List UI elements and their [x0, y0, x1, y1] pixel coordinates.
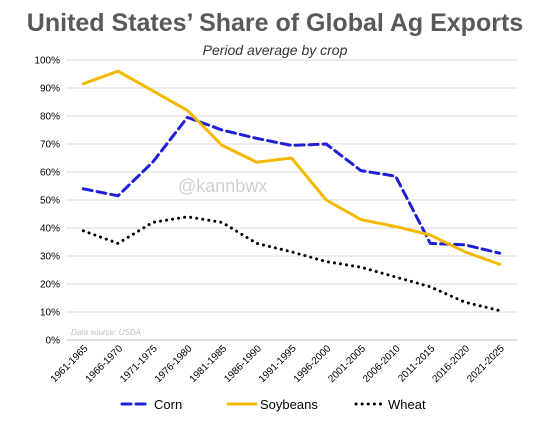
gridlines — [66, 59, 517, 341]
legend-label-wheat: Wheat — [388, 397, 426, 412]
chart-title: United States’ Share of Global Ag Export… — [26, 9, 524, 37]
legend-label-soybeans: Soybeans — [260, 397, 318, 412]
y-tick-label: 90% — [40, 84, 60, 95]
y-tick-label: 30% — [40, 252, 60, 263]
y-tick-label: 0% — [46, 336, 61, 347]
y-axis-ticks: 0% 10% 20% 30% 40% 50% 60% 70% 80% 90% 100% — [34, 56, 60, 347]
y-tick-label: 80% — [40, 112, 60, 123]
chart-subtitle: Period average by crop — [202, 42, 348, 58]
x-axis-ticks: 1961-19651966-19701971-19751976-19801981… — [49, 343, 507, 385]
x-tick-label: 2006-2010 — [361, 343, 403, 385]
series-line-corn — [81, 115, 502, 255]
legend: Corn Soybeans Wheat — [120, 397, 426, 412]
y-tick-label: 50% — [40, 196, 60, 207]
legend-label-corn: Corn — [154, 397, 182, 412]
y-tick-label: 40% — [40, 224, 60, 235]
y-tick-label: 70% — [40, 140, 60, 151]
data-source-note: Data source: USDA — [71, 328, 141, 337]
y-tick-label: 60% — [40, 168, 60, 179]
watermark: @kannbwx — [178, 176, 267, 196]
series-line-soybeans — [81, 69, 502, 266]
x-tick-label: 2021-2025 — [465, 343, 507, 385]
series-lines — [81, 69, 502, 313]
y-tick-label: 100% — [34, 56, 60, 67]
y-tick-label: 10% — [40, 308, 60, 319]
series-line-wheat — [81, 215, 502, 313]
y-tick-label: 20% — [40, 280, 60, 291]
